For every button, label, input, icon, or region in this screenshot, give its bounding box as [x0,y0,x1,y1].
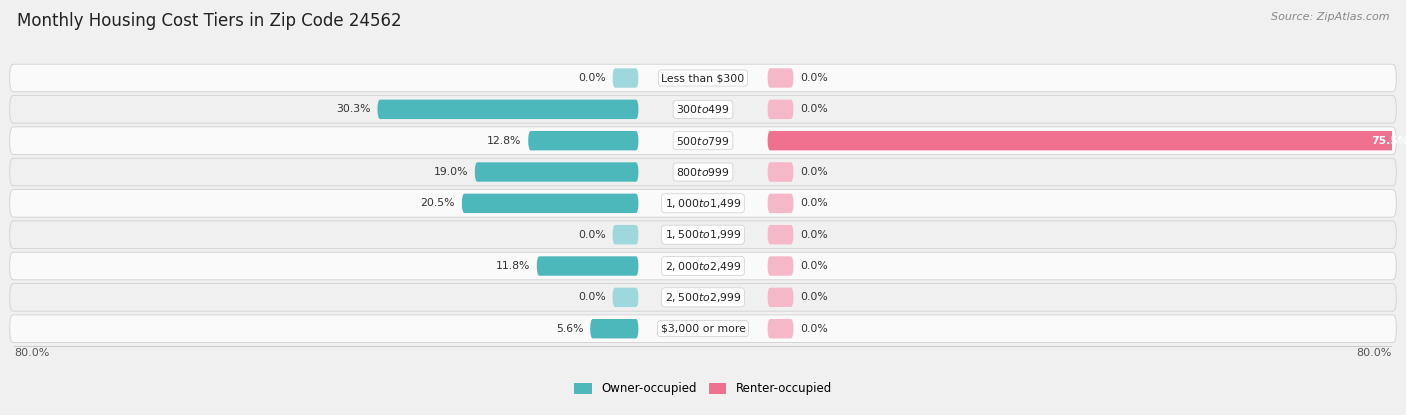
Text: 20.5%: 20.5% [420,198,456,208]
FancyBboxPatch shape [613,288,638,307]
Text: Less than $300: Less than $300 [661,73,745,83]
FancyBboxPatch shape [613,68,638,88]
FancyBboxPatch shape [475,162,638,182]
FancyBboxPatch shape [768,194,793,213]
FancyBboxPatch shape [591,319,638,338]
Text: 80.0%: 80.0% [1357,348,1392,358]
Text: $1,500 to $1,999: $1,500 to $1,999 [665,228,741,241]
FancyBboxPatch shape [768,256,793,276]
FancyBboxPatch shape [768,100,793,119]
FancyBboxPatch shape [537,256,638,276]
Text: 12.8%: 12.8% [486,136,522,146]
Text: 0.0%: 0.0% [800,261,828,271]
Text: 0.0%: 0.0% [800,104,828,115]
Text: 0.0%: 0.0% [800,229,828,240]
Text: $500 to $799: $500 to $799 [676,135,730,146]
Text: $800 to $999: $800 to $999 [676,166,730,178]
Text: 0.0%: 0.0% [578,73,606,83]
FancyBboxPatch shape [529,131,638,150]
Text: 80.0%: 80.0% [14,348,49,358]
FancyBboxPatch shape [10,127,1396,154]
FancyBboxPatch shape [10,64,1396,92]
FancyBboxPatch shape [461,194,638,213]
Text: 19.0%: 19.0% [433,167,468,177]
Text: 0.0%: 0.0% [800,292,828,303]
FancyBboxPatch shape [377,100,638,119]
Text: $1,000 to $1,499: $1,000 to $1,499 [665,197,741,210]
Text: 75.5%: 75.5% [1371,136,1406,146]
FancyBboxPatch shape [768,68,793,88]
FancyBboxPatch shape [613,225,638,244]
FancyBboxPatch shape [10,221,1396,249]
FancyBboxPatch shape [768,162,793,182]
Text: 0.0%: 0.0% [800,167,828,177]
FancyBboxPatch shape [10,315,1396,342]
Text: $300 to $499: $300 to $499 [676,103,730,115]
Text: Source: ZipAtlas.com: Source: ZipAtlas.com [1271,12,1389,22]
Text: Monthly Housing Cost Tiers in Zip Code 24562: Monthly Housing Cost Tiers in Zip Code 2… [17,12,402,30]
Text: 0.0%: 0.0% [800,324,828,334]
FancyBboxPatch shape [10,190,1396,217]
FancyBboxPatch shape [768,131,1406,150]
Text: $2,500 to $2,999: $2,500 to $2,999 [665,291,741,304]
Text: $2,000 to $2,499: $2,000 to $2,499 [665,259,741,273]
Text: 0.0%: 0.0% [800,198,828,208]
Text: 0.0%: 0.0% [578,292,606,303]
FancyBboxPatch shape [10,95,1396,123]
Text: 5.6%: 5.6% [555,324,583,334]
Text: 0.0%: 0.0% [578,229,606,240]
FancyBboxPatch shape [768,319,793,338]
Text: 11.8%: 11.8% [495,261,530,271]
FancyBboxPatch shape [10,158,1396,186]
FancyBboxPatch shape [768,288,793,307]
FancyBboxPatch shape [10,283,1396,311]
FancyBboxPatch shape [768,225,793,244]
Text: $3,000 or more: $3,000 or more [661,324,745,334]
FancyBboxPatch shape [10,252,1396,280]
Legend: Owner-occupied, Renter-occupied: Owner-occupied, Renter-occupied [569,378,837,400]
Text: 30.3%: 30.3% [336,104,371,115]
Text: 0.0%: 0.0% [800,73,828,83]
